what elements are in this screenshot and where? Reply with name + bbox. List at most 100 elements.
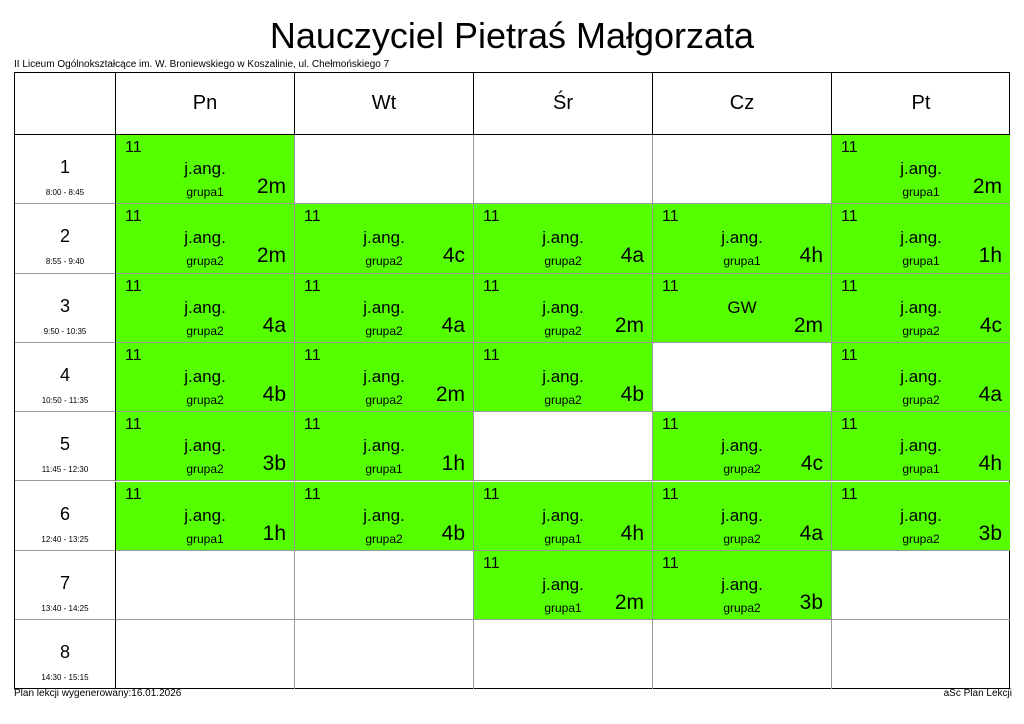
lesson-class: 1h [978,244,1002,268]
lesson-card[interactable]: 11 j.ang. grupa1 2m [832,135,1010,205]
lesson-card[interactable]: 11 j.ang. grupa1 2m [116,135,295,205]
lesson-room: 11 [841,485,858,503]
lesson-subject: j.ang. [542,505,584,525]
lesson-class: 4c [979,313,1002,337]
lesson-card[interactable]: 11 j.ang. grupa2 4c [653,412,832,482]
empty-slot [653,342,832,413]
lesson-card[interactable]: 11 j.ang. grupa2 4a [116,273,295,343]
lesson-card[interactable]: 11 j.ang. grupa2 3b [116,412,295,482]
lesson-class: 2m [256,175,286,198]
lesson-group: grupa2 [544,254,582,269]
period-time: 13:40 - 14:25 [41,603,89,613]
empty-slot [474,412,653,482]
lesson-room: 11 [841,139,858,156]
lesson-card[interactable]: 11 GW 2m [653,273,832,343]
empty-slot [295,550,474,621]
lesson-class: 4h [978,452,1002,476]
lesson-card[interactable]: 11 j.ang. grupa2 4b [295,481,474,551]
period-header: 1 8:00 - 8:45 [15,135,116,205]
lesson-group: grupa2 [186,462,224,477]
lesson-subject: j.ang. [721,228,763,248]
lesson-group: grupa1 [902,185,940,199]
lesson-card[interactable]: 11 j.ang. grupa2 4b [474,342,653,413]
lesson-class: 4c [442,244,465,268]
period-time: 10:50 - 11:35 [41,395,89,405]
lesson-group: grupa2 [902,323,940,338]
lesson-card[interactable]: 11 j.ang. grupa2 4b [116,342,295,413]
lesson-group: grupa2 [365,531,403,546]
lesson-class: 3b [262,452,286,476]
period-time: 11:45 - 12:30 [41,465,89,475]
lesson-subject: j.ang. [184,228,226,248]
lesson-card[interactable]: 11 j.ang. grupa2 4a [832,342,1010,413]
lesson-group: grupa1 [544,531,582,546]
empty-slot [653,135,832,205]
app-name: aSc Plan Lekcji [943,688,1012,699]
period-time: 8:00 - 8:45 [45,188,85,197]
lesson-group: grupa2 [365,254,403,269]
lesson-subject: j.ang. [721,436,763,456]
lesson-card[interactable]: 11 j.ang. grupa2 4c [295,204,474,274]
lesson-card[interactable]: 11 j.ang. grupa1 1h [832,204,1010,274]
lesson-card[interactable]: 11 j.ang. grupa2 4a [295,273,474,343]
lesson-subject: j.ang. [184,436,226,456]
lesson-class: 1h [441,452,465,476]
period-time: 8:55 - 9:40 [45,257,85,267]
lesson-class: 2m [256,244,286,268]
period-header: 4 10:50 - 11:35 [15,342,116,413]
lesson-group: grupa2 [544,323,582,338]
lesson-card[interactable]: 11 j.ang. grupa2 4c [832,273,1010,343]
lesson-room: 11 [304,485,321,503]
lesson-card[interactable]: 11 j.ang. grupa1 4h [653,204,832,274]
lesson-group: grupa1 [365,462,403,477]
lesson-card[interactable]: 11 j.ang. grupa2 2m [295,342,474,413]
lesson-subject: j.ang. [900,159,942,178]
lesson-subject: j.ang. [184,505,226,525]
period-number: 7 [59,572,70,593]
lesson-group: grupa2 [186,323,224,338]
lesson-room: 11 [483,208,500,226]
lesson-subject: j.ang. [363,228,405,248]
lesson-class: 4a [620,244,644,268]
lesson-class: 4a [441,313,465,337]
lesson-subject: j.ang. [184,297,226,317]
lesson-class: 4a [799,521,823,545]
lesson-card[interactable]: 11 j.ang. grupa2 4a [474,204,653,274]
lesson-room: 11 [662,554,679,572]
lesson-group: grupa2 [544,392,582,407]
lesson-card[interactable]: 11 j.ang. grupa2 3b [832,481,1010,551]
period-header: 8 14:30 - 15:15 [15,620,116,690]
lesson-class: 4a [262,313,286,337]
lesson-card[interactable]: 11 j.ang. grupa1 2m [474,550,653,621]
empty-slot [295,135,474,205]
lesson-card[interactable]: 11 j.ang. grupa1 1h [295,412,474,482]
lesson-card[interactable]: 11 j.ang. grupa2 4a [653,481,832,551]
lesson-subject: j.ang. [542,574,584,594]
period-number: 4 [59,364,70,385]
period-number: 5 [59,434,70,455]
lesson-card[interactable]: 11 j.ang. grupa1 4h [474,481,653,551]
lesson-class: 2m [972,175,1002,198]
lesson-room: 11 [304,346,321,364]
lesson-card[interactable]: 11 j.ang. grupa1 1h [116,481,295,551]
lesson-card[interactable]: 11 j.ang. grupa1 4h [832,412,1010,482]
page-title: Nauczyciel Pietraś Małgorzata [269,15,755,56]
empty-slot [474,620,653,690]
lesson-room: 11 [125,346,142,364]
lesson-card[interactable]: 11 j.ang. grupa2 2m [116,204,295,274]
lesson-card[interactable]: 11 j.ang. grupa2 2m [474,273,653,343]
lesson-subject: j.ang. [900,297,942,317]
lesson-group: grupa1 [902,462,940,477]
lesson-class: 1h [262,521,286,545]
period-header: 5 11:45 - 12:30 [15,412,116,482]
lesson-group: grupa2 [902,392,940,407]
lesson-class: 4h [620,521,644,545]
lesson-card[interactable]: 11 j.ang. grupa2 3b [653,550,832,621]
lesson-class: 3b [799,590,823,614]
empty-slot [116,550,295,621]
lesson-room: 11 [483,346,500,364]
lesson-subject: j.ang. [721,505,763,525]
lesson-subject: GW [727,297,757,317]
lesson-group: grupa1 [544,600,582,615]
lesson-room: 11 [125,139,142,156]
